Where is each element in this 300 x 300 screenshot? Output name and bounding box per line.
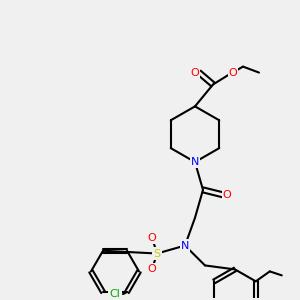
- Text: O: O: [148, 232, 156, 243]
- Text: O: O: [190, 68, 200, 78]
- Text: Cl: Cl: [110, 289, 120, 299]
- Text: O: O: [229, 68, 237, 78]
- Text: N: N: [191, 157, 199, 167]
- Text: O: O: [148, 264, 156, 274]
- Text: N: N: [181, 241, 189, 250]
- Text: O: O: [223, 190, 231, 200]
- Text: S: S: [153, 248, 161, 259]
